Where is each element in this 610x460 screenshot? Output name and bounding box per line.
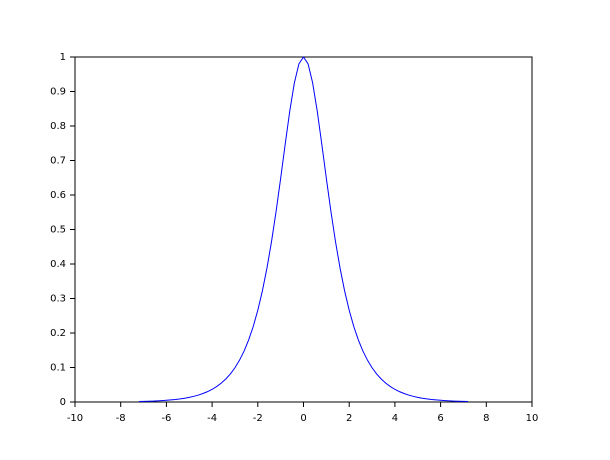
y-tick-label: 0.3	[50, 294, 66, 305]
line	[138, 56, 469, 402]
y-tick-label: 0.5	[50, 225, 66, 236]
y-tick-label: 0.1	[50, 363, 66, 374]
y-tick-label: 0.6	[50, 190, 66, 201]
x-tick-label: -8	[116, 413, 126, 424]
x-tick-label: -2	[253, 413, 263, 424]
x-tick-label: 6	[437, 413, 443, 424]
x-tick-label: 8	[483, 413, 489, 424]
y-tick-label: 0	[60, 397, 66, 408]
x-tick-label: 2	[346, 413, 352, 424]
x-tick-label: 10	[526, 413, 539, 424]
y-tick-label: 0.9	[50, 87, 66, 98]
plot-frame	[74, 56, 533, 403]
x-tick-label: 0	[300, 413, 306, 424]
y-tick-label: 1	[60, 52, 66, 63]
y-tick-label: 0.8	[50, 121, 66, 132]
x-tick-label: -6	[161, 413, 171, 424]
y-tick-label: 0.2	[50, 328, 66, 339]
y-tick-label: 0.4	[50, 259, 66, 270]
y-tick-label: 0.7	[50, 156, 66, 167]
x-tick-label: 4	[392, 413, 398, 424]
x-tick-label: -4	[207, 413, 217, 424]
x-tick-label: -10	[67, 413, 83, 424]
